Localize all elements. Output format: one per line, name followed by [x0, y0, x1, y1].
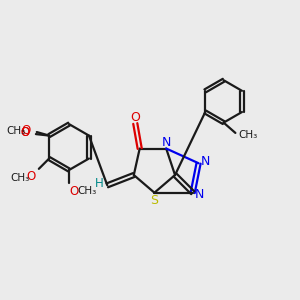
Text: O: O [20, 126, 30, 139]
Text: N: N [162, 136, 172, 148]
Text: O: O [22, 124, 31, 137]
Text: CH₃: CH₃ [77, 186, 96, 196]
Text: O: O [70, 185, 79, 198]
Text: O: O [20, 126, 30, 139]
Text: CH₃: CH₃ [10, 173, 29, 183]
Text: H: H [95, 177, 104, 190]
Text: CH₃: CH₃ [238, 130, 257, 140]
Text: O: O [27, 170, 36, 183]
Text: S: S [150, 194, 158, 207]
Text: CH₃: CH₃ [7, 126, 26, 136]
Text: N: N [194, 188, 204, 201]
Text: N: N [200, 155, 210, 168]
Text: O: O [130, 110, 140, 124]
